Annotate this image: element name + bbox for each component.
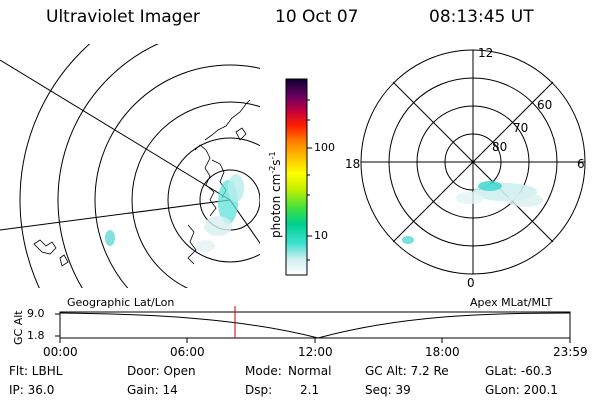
polar-hour-6: 6 xyxy=(577,157,585,171)
polar-emission xyxy=(402,181,543,244)
door-info: Door: Open xyxy=(127,364,196,378)
timeline-ytick-1-8: 1.8 xyxy=(27,329,45,342)
polar-hour-18: 18 xyxy=(345,157,361,171)
polar-lat-70: 70 xyxy=(513,121,529,135)
mode-value: Normal xyxy=(288,364,332,378)
gain-info: Gain: 14 xyxy=(127,383,178,397)
time-label: 08:13:45 UT xyxy=(429,7,534,27)
polar-lat-60: 60 xyxy=(537,98,553,112)
timeline-xtick-2: 12:00 xyxy=(298,345,333,359)
timeline-ytick-9: 9.0 xyxy=(27,307,45,320)
colorbar-tick-100: 100 xyxy=(314,141,335,154)
timeline-left-label: Geographic Lat/Lon xyxy=(67,296,175,309)
timeline-axis-label: GC Alt xyxy=(12,310,25,345)
colorbar xyxy=(285,78,308,276)
mode-label: Mode: xyxy=(245,364,282,378)
dsp-label: Dsp: xyxy=(245,383,273,397)
app-title: Ultraviolet Imager xyxy=(46,7,200,27)
gc-alt-info: GC Alt: 7.2 Re xyxy=(365,364,449,378)
ip-info: IP: 36.0 xyxy=(9,383,55,397)
timeline-xtick-1: 06:00 xyxy=(170,345,205,359)
colorbar-unit-label: photon cm-2s-1 xyxy=(268,151,283,238)
glat-info: GLat: -60.3 xyxy=(485,364,552,378)
date-label: 10 Oct 07 xyxy=(275,7,359,27)
timeline-panel xyxy=(59,311,571,339)
polar-plot xyxy=(360,49,586,275)
polar-hour-0: 0 xyxy=(467,276,475,290)
altitude-trace xyxy=(59,312,571,339)
polar-hour-12: 12 xyxy=(478,46,494,60)
colorbar-tick-10: 10 xyxy=(314,229,328,242)
timeline-xtick-4: 23:59 xyxy=(553,345,588,359)
seq-info: Seq: 39 xyxy=(365,383,411,397)
polar-lat-80: 80 xyxy=(492,140,508,154)
flt-info: Flt: LBHL xyxy=(9,364,63,378)
timeline-xtick-3: 18:00 xyxy=(425,345,460,359)
timeline-right-label: Apex MLat/MLT xyxy=(470,296,553,309)
geo-emission xyxy=(105,174,244,252)
dsp-value: 2.1 xyxy=(300,383,320,397)
timeline-xtick-0: 00:00 xyxy=(43,345,78,359)
glon-info: GLon: 200.1 xyxy=(485,383,558,397)
